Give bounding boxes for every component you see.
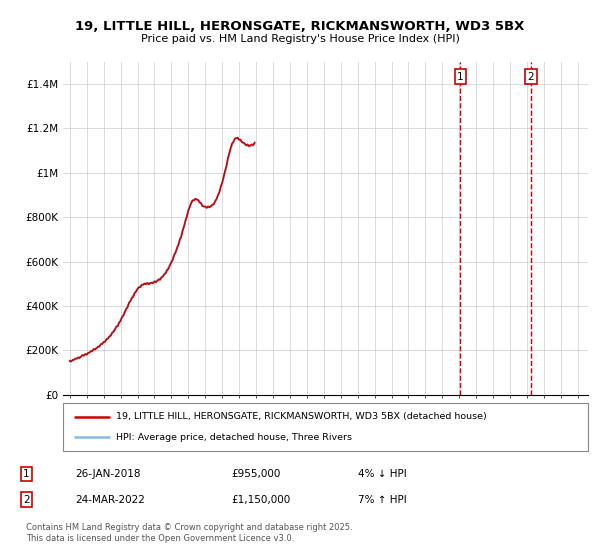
Text: HPI: Average price, detached house, Three Rivers: HPI: Average price, detached house, Thre…: [115, 433, 352, 442]
Text: 2: 2: [23, 494, 30, 505]
Text: Price paid vs. HM Land Registry's House Price Index (HPI): Price paid vs. HM Land Registry's House …: [140, 34, 460, 44]
Text: 1: 1: [457, 72, 464, 82]
FancyBboxPatch shape: [63, 403, 588, 451]
Text: 4% ↓ HPI: 4% ↓ HPI: [358, 469, 406, 479]
Text: £1,150,000: £1,150,000: [231, 494, 290, 505]
Text: 2: 2: [527, 72, 534, 82]
Text: Contains HM Land Registry data © Crown copyright and database right 2025.
This d: Contains HM Land Registry data © Crown c…: [26, 523, 353, 543]
Text: 24-MAR-2022: 24-MAR-2022: [76, 494, 145, 505]
Text: 19, LITTLE HILL, HERONSGATE, RICKMANSWORTH, WD3 5BX: 19, LITTLE HILL, HERONSGATE, RICKMANSWOR…: [76, 20, 524, 32]
Text: 7% ↑ HPI: 7% ↑ HPI: [358, 494, 406, 505]
Text: 26-JAN-2018: 26-JAN-2018: [76, 469, 141, 479]
Text: 1: 1: [23, 469, 30, 479]
Text: £955,000: £955,000: [231, 469, 280, 479]
Text: 19, LITTLE HILL, HERONSGATE, RICKMANSWORTH, WD3 5BX (detached house): 19, LITTLE HILL, HERONSGATE, RICKMANSWOR…: [115, 412, 486, 421]
